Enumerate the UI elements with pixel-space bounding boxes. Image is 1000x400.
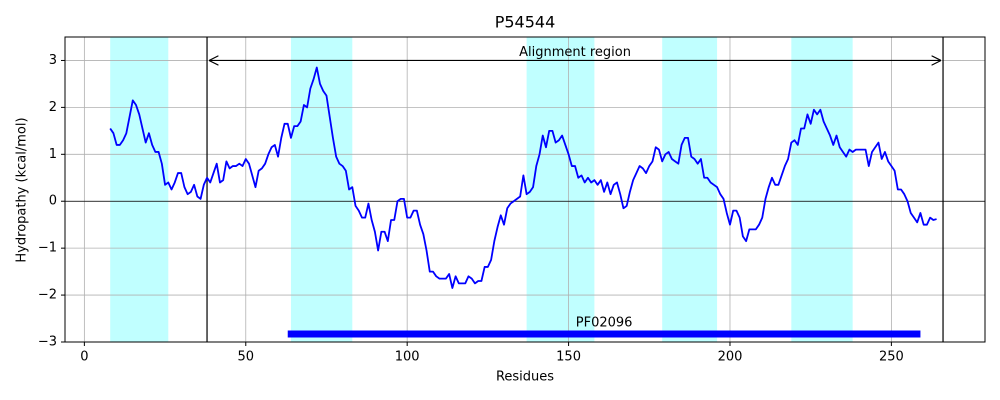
region-span: [791, 37, 853, 342]
domain-label: PF02096: [576, 316, 633, 331]
y-tick-label: −3: [38, 335, 57, 350]
y-tick-label: −1: [38, 241, 57, 256]
x-tick-label: 0: [80, 350, 88, 365]
region-span: [290, 37, 353, 342]
x-tick-label: 200: [718, 350, 743, 365]
annotation-label: Alignment region: [519, 45, 631, 60]
y-tick-label: −2: [38, 288, 57, 303]
y-tick-label: 3: [49, 53, 57, 68]
x-tick-label: 250: [879, 350, 904, 365]
region-span: [662, 37, 718, 342]
y-tick-label: 1: [49, 147, 57, 162]
x-tick-label: 150: [556, 350, 581, 365]
y-axis-label: Hydropathy (kcal/mol): [15, 117, 30, 262]
hydropathy-line: [109, 66, 937, 289]
chart-title: P54544: [495, 13, 556, 32]
plot-frame: [64, 36, 986, 343]
x-tick-label: 50: [237, 350, 254, 365]
x-tick-label: 100: [395, 350, 420, 365]
y-tick-label: 0: [49, 194, 57, 209]
region-span: [526, 37, 595, 342]
region-span: [110, 37, 169, 342]
x-axis-label: Residues: [496, 370, 554, 385]
y-tick-label: 2: [49, 100, 57, 115]
